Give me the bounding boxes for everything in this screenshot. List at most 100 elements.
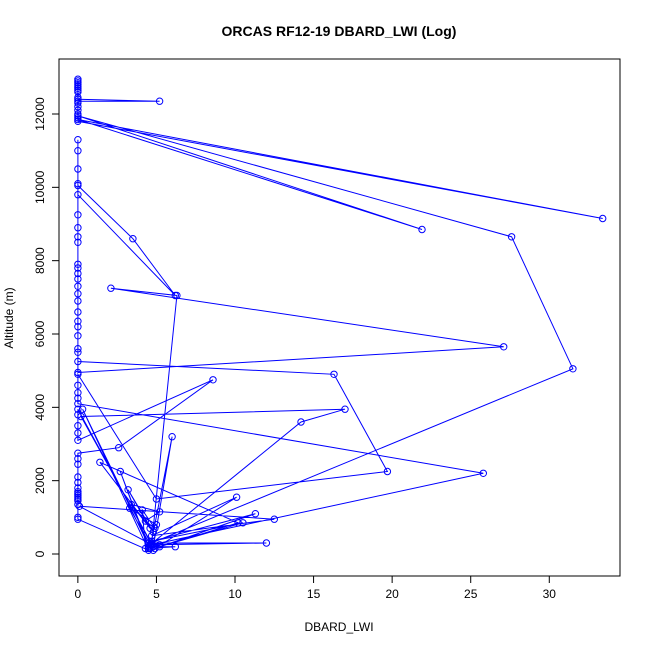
data-point — [74, 99, 82, 107]
data-point — [74, 455, 82, 463]
data-point — [74, 264, 82, 272]
data-point — [171, 291, 180, 300]
x-axis: 0 5 10 15 20 25 30 — [75, 575, 557, 601]
data-point — [418, 225, 426, 234]
x-tick-label: 25 — [464, 587, 478, 601]
x-tick-label: 30 — [543, 587, 557, 601]
data-point — [74, 370, 82, 378]
data-point — [234, 519, 242, 527]
data-point — [232, 493, 241, 501]
data-point — [383, 467, 392, 476]
data-point — [116, 467, 125, 476]
data-point — [74, 165, 82, 173]
x-tick-label: 15 — [307, 587, 321, 601]
data-point — [74, 112, 82, 120]
x-axis-label: DBARD_LWI — [304, 620, 373, 634]
data-point — [74, 115, 82, 124]
data-point — [507, 233, 516, 241]
data-point — [74, 513, 82, 521]
data-point — [155, 97, 164, 105]
data-point — [239, 519, 247, 527]
data-point — [74, 429, 82, 437]
data-point — [500, 343, 508, 351]
data-point — [74, 491, 82, 499]
x-tick-label: 20 — [385, 587, 399, 601]
data-point — [479, 469, 487, 477]
data-point — [115, 444, 123, 452]
data-point — [74, 500, 82, 509]
data-point — [74, 405, 82, 413]
data-point — [148, 532, 156, 540]
data-point — [341, 405, 349, 413]
data-point — [74, 269, 82, 278]
data-point — [74, 381, 82, 389]
data-point — [124, 486, 132, 494]
data-point — [151, 524, 159, 532]
data-point — [270, 515, 278, 523]
data-point — [75, 502, 84, 510]
data-point — [74, 473, 82, 481]
data-points — [74, 75, 607, 554]
plot-frame — [58, 58, 621, 577]
data-point — [74, 297, 82, 305]
data-point — [74, 515, 82, 523]
data-point — [155, 543, 164, 551]
y-tick-label: 8000 — [33, 247, 47, 274]
data-point — [74, 238, 82, 247]
data-point — [171, 543, 180, 551]
x-tick-label: 10 — [228, 587, 242, 601]
data-point — [262, 539, 271, 547]
data-point — [129, 235, 137, 243]
data-point — [74, 323, 82, 331]
y-axis: 0 2000 4000 6000 8000 10000 12000 — [33, 97, 60, 557]
data-point — [74, 389, 82, 397]
data-point — [74, 290, 82, 298]
data-point — [74, 394, 82, 402]
y-tick-label: 6000 — [33, 320, 47, 347]
data-point — [74, 191, 82, 199]
data-point — [74, 136, 82, 144]
data-point — [155, 541, 164, 549]
data-point — [78, 405, 87, 413]
data-point — [152, 495, 161, 503]
data-point — [74, 497, 82, 505]
data-point — [74, 422, 82, 430]
data-point — [74, 95, 82, 104]
data-point — [74, 106, 82, 115]
y-tick-label: 12000 — [33, 97, 47, 131]
data-point — [149, 546, 158, 554]
data-point — [74, 478, 82, 487]
data-point — [74, 211, 82, 219]
data-point — [126, 504, 134, 512]
data-point — [74, 181, 82, 190]
data-point — [74, 348, 82, 356]
data-point — [74, 460, 82, 468]
data-point — [599, 214, 607, 223]
y-tick-label: 10000 — [33, 170, 47, 204]
y-tick-label: 2000 — [33, 467, 47, 494]
data-point — [148, 537, 156, 545]
data-point — [107, 284, 115, 292]
data-point — [74, 345, 82, 353]
chart-title: ORCAS RF12-19 DBARD_LWI (Log) — [222, 23, 457, 39]
data-point — [74, 147, 82, 155]
data-point — [138, 506, 147, 514]
data-point — [74, 224, 82, 232]
data-point — [74, 275, 82, 283]
data-point — [144, 544, 153, 553]
data-point — [74, 332, 82, 340]
data-point — [251, 510, 260, 518]
data-point — [152, 521, 161, 529]
data-point — [146, 524, 154, 532]
data-point — [168, 433, 176, 441]
data-point — [74, 88, 82, 96]
data-point — [209, 376, 217, 384]
series-line — [77, 79, 603, 552]
data-point — [96, 458, 104, 466]
data-point — [74, 357, 82, 366]
y-axis-label: Altitude (m) — [2, 287, 16, 348]
data-point — [330, 370, 338, 378]
data-point — [74, 260, 82, 268]
data-point — [74, 308, 82, 316]
